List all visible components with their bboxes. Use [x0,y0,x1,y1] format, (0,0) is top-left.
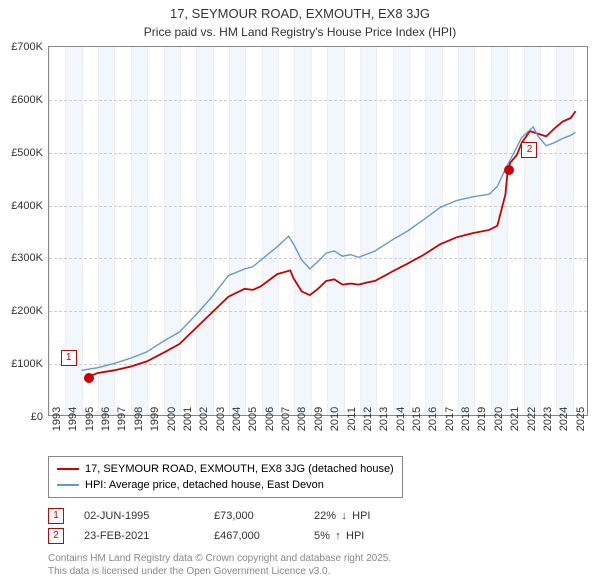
callout-box-1: 1 [48,508,64,524]
y-tick-label: £600K [11,94,43,106]
transaction-date: 23-FEB-2021 [84,526,194,546]
footer-line-1: Contains HM Land Registry data © Crown c… [48,552,588,565]
y-tick-label: £100K [11,358,43,370]
legend-swatch [57,484,79,486]
line-series-svg [49,47,587,415]
transaction-row: 2 23-FEB-2021 £467,000 5% ↑ HPI [48,526,588,546]
callout-box-2: 2 [48,528,64,544]
arrow-up-icon: ↑ [333,526,343,546]
callout-box-1: 1 [61,350,77,366]
transaction-row: 1 02-JUN-1995 £73,000 22% ↓ HPI [48,506,588,526]
chart-container: 17, SEYMOUR ROAD, EXMOUTH, EX8 3JG Price… [0,0,600,560]
transaction-vs-label: HPI [349,510,370,522]
transaction-vs-label: HPI [343,530,364,542]
transaction-price: £467,000 [214,526,294,546]
legend-label: 17, SEYMOUR ROAD, EXMOUTH, EX8 3JG (deta… [85,461,394,477]
series-line-hpi [82,127,576,370]
transaction-pct: 5% ↑ HPI [314,526,364,546]
transaction-pct: 22% ↓ HPI [314,506,370,526]
y-tick-label: £200K [11,305,43,317]
y-tick-label: £300K [11,252,43,264]
y-tick-label: £0 [31,411,43,423]
transaction-date: 02-JUN-1995 [84,506,194,526]
callout-box-2: 2 [521,142,537,158]
legend-swatch [57,468,79,470]
legend-label: HPI: Average price, detached house, East… [85,477,324,493]
data-point-marker [504,165,514,175]
legend-box: 17, SEYMOUR ROAD, EXMOUTH, EX8 3JG (deta… [48,456,403,498]
legend-row: HPI: Average price, detached house, East… [57,477,394,493]
data-point-marker [84,373,94,383]
plot-area: 1993199419951996199719981999200020012002… [48,46,588,416]
transaction-table: 1 02-JUN-1995 £73,000 22% ↓ HPI 2 23-FEB-2021… [48,506,588,546]
y-tick-label: £500K [11,147,43,159]
legend-row: 17, SEYMOUR ROAD, EXMOUTH, EX8 3JG (deta… [57,461,394,477]
series-line-price_paid [88,111,575,376]
footer-text: Contains HM Land Registry data © Crown c… [48,552,588,578]
chart-title: 17, SEYMOUR ROAD, EXMOUTH, EX8 3JG [0,0,600,21]
y-tick-label: £700K [11,41,43,53]
y-tick-label: £400K [11,200,43,212]
transaction-price: £73,000 [214,506,294,526]
arrow-down-icon: ↓ [339,506,349,526]
chart-subtitle: Price paid vs. HM Land Registry's House … [0,21,600,45]
plot-area-container: 1993199419951996199719981999200020012002… [48,46,588,416]
footer-line-2: This data is licensed under the Open Gov… [48,565,588,578]
